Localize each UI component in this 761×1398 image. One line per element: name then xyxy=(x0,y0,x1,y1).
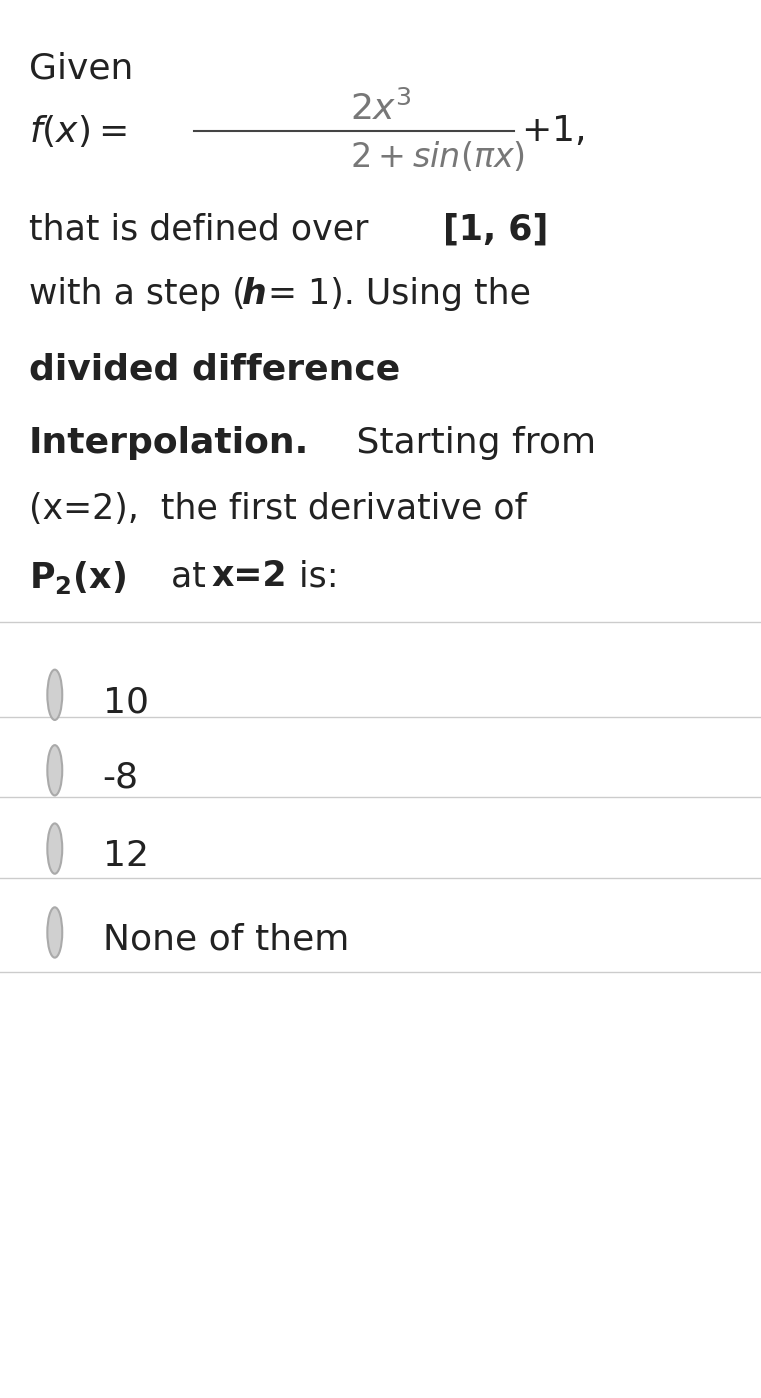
Ellipse shape xyxy=(47,670,62,720)
Text: at: at xyxy=(160,559,217,593)
Text: Interpolation.: Interpolation. xyxy=(29,426,309,460)
Text: -8: -8 xyxy=(103,761,139,794)
Text: that is defined over: that is defined over xyxy=(29,212,380,246)
Ellipse shape xyxy=(47,907,62,958)
Text: with a step (: with a step ( xyxy=(29,277,246,310)
Text: 10: 10 xyxy=(103,685,148,719)
Text: (x=2),  the first derivative of: (x=2), the first derivative of xyxy=(29,492,527,526)
Text: divided difference: divided difference xyxy=(29,352,400,386)
Text: [1, 6]: [1, 6] xyxy=(443,212,548,246)
Text: $+ 1,$: $+ 1,$ xyxy=(521,115,584,148)
Text: Given: Given xyxy=(29,52,133,85)
Text: h: h xyxy=(242,277,267,310)
Text: $2 + sin(\pi x)$: $2 + sin(\pi x)$ xyxy=(350,140,525,173)
Text: = 1). Using the: = 1). Using the xyxy=(268,277,531,310)
Ellipse shape xyxy=(47,745,62,795)
Text: $f(x) =$: $f(x) =$ xyxy=(29,113,127,150)
Text: is:: is: xyxy=(288,559,338,593)
Ellipse shape xyxy=(47,823,62,874)
Text: 12: 12 xyxy=(103,839,148,872)
Text: Starting from: Starting from xyxy=(345,426,596,460)
Text: $2x^3$: $2x^3$ xyxy=(350,91,412,127)
Text: $\mathbf{P_2}\mathbf{(x)}$: $\mathbf{P_2}\mathbf{(x)}$ xyxy=(29,559,126,596)
Text: x=2: x=2 xyxy=(212,559,287,593)
Text: None of them: None of them xyxy=(103,923,349,956)
